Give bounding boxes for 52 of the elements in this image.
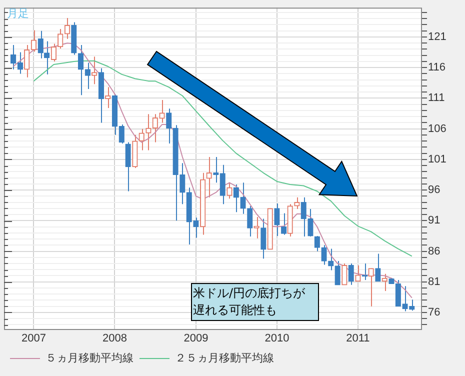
annotation: 米ドル/円の底打ちが遅れる可能性も xyxy=(191,283,319,321)
candlestick xyxy=(78,44,84,96)
candlestick xyxy=(321,244,327,266)
y-tick-label: 121 xyxy=(428,31,446,44)
candlestick xyxy=(368,268,374,307)
annotation: 月足 xyxy=(7,6,29,21)
candlestick xyxy=(159,100,165,124)
x-tick-label: 2007 xyxy=(21,332,46,345)
y-tick-label: 91 xyxy=(428,214,440,227)
candlestick xyxy=(281,212,287,236)
candlestick xyxy=(233,184,239,213)
candlestick xyxy=(226,182,232,200)
candlestick xyxy=(314,235,320,252)
candlestick xyxy=(247,205,253,238)
candlestick xyxy=(328,248,334,271)
candlestick xyxy=(402,286,408,312)
y-tick-label: 81 xyxy=(428,276,440,288)
candlestick xyxy=(375,253,381,282)
x-tick-label: 2008 xyxy=(102,332,127,345)
candlestick xyxy=(91,56,98,85)
y-tick-label: 106 xyxy=(428,122,446,135)
legend-label: ５ヵ月移動平均線 xyxy=(46,352,134,365)
x-tick-label: 2009 xyxy=(184,332,208,345)
candlestick xyxy=(274,203,280,236)
x-tick-label: 2011 xyxy=(346,332,370,345)
candlestick xyxy=(260,218,266,260)
x-tick-label: 2010 xyxy=(264,332,290,345)
candlestick xyxy=(180,162,186,205)
candlestick xyxy=(206,156,212,198)
y-tick-label: 76 xyxy=(428,306,440,318)
y-tick-label: 96 xyxy=(428,184,440,196)
y-tick-label: 116 xyxy=(428,62,446,74)
candlestick xyxy=(64,18,70,40)
candlestick xyxy=(193,217,199,238)
candlestick xyxy=(125,142,131,192)
candlestick xyxy=(355,264,361,282)
candlestick xyxy=(240,182,246,214)
candlestick xyxy=(44,40,50,75)
y-tick-label: 86 xyxy=(428,245,440,258)
candlestick xyxy=(300,196,306,238)
candlestick xyxy=(308,208,314,238)
candlestick xyxy=(138,128,144,151)
candlestick xyxy=(84,62,90,90)
y-tick-label: 111 xyxy=(428,92,445,104)
candlestick xyxy=(294,196,300,210)
candlestick xyxy=(38,30,44,59)
candlestick xyxy=(342,262,348,286)
y-tick-label: 101 xyxy=(428,153,446,166)
legend-label: ２５ヵ月移動平均線 xyxy=(175,352,274,365)
candlestick xyxy=(254,216,260,239)
candlestick xyxy=(334,260,340,286)
candlestick xyxy=(348,262,354,286)
